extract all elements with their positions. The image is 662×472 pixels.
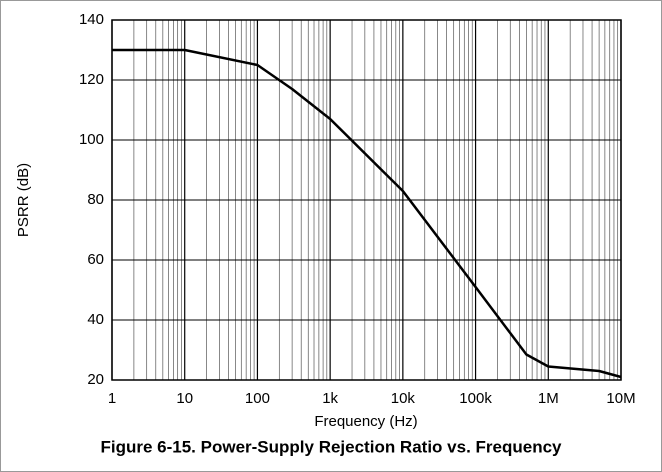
y-tick-label: 80 bbox=[87, 191, 104, 208]
y-axis-label: PSRR (dB) bbox=[15, 163, 32, 237]
line bbox=[112, 48, 622, 379]
y-tick-label: 100 bbox=[79, 131, 104, 148]
x-tick-label: 1M bbox=[538, 390, 559, 407]
plot-border bbox=[111, 19, 622, 381]
x-axis-label: Frequency (Hz) bbox=[314, 413, 417, 430]
y-tick-label: 120 bbox=[79, 71, 104, 88]
caption: Figure 6-15. Power-Supply Rejection Rati… bbox=[100, 437, 562, 456]
x-tick-label: 1k bbox=[322, 390, 338, 407]
y-tick-label: 60 bbox=[87, 251, 104, 268]
x-tick-label: 100k bbox=[459, 390, 492, 407]
y-tick-label: 40 bbox=[87, 311, 104, 328]
x-tick-label: 10k bbox=[391, 390, 416, 407]
x-tick-label: 10 bbox=[176, 390, 193, 407]
x-tick-label: 1 bbox=[108, 390, 116, 407]
y-tick-label: 140 bbox=[79, 11, 104, 28]
x-tick-label: 10M bbox=[606, 390, 635, 407]
x-tick-label: 100 bbox=[245, 390, 270, 407]
y-tick-label: 20 bbox=[87, 371, 104, 388]
